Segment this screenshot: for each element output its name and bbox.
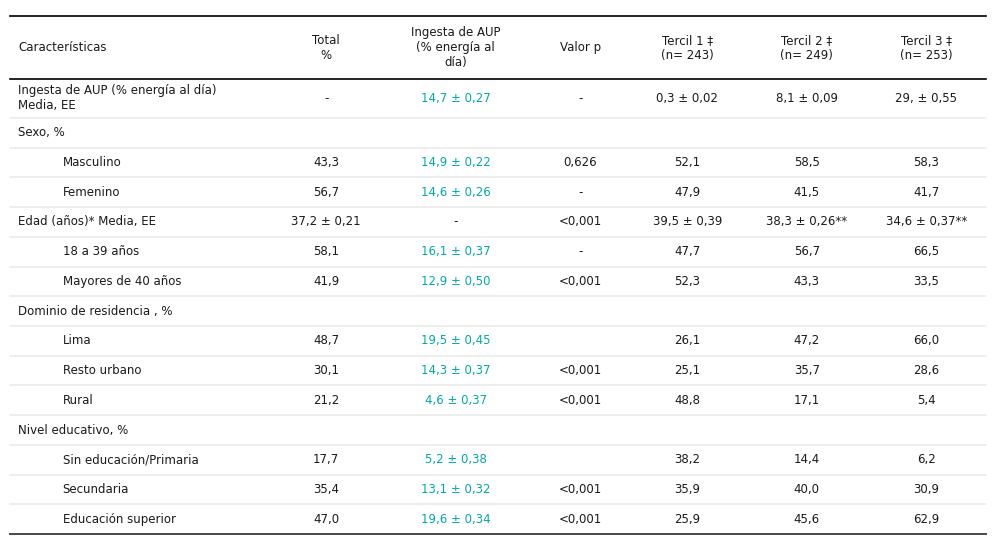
Text: 30,1: 30,1 <box>313 364 340 377</box>
Text: 41,7: 41,7 <box>913 186 939 199</box>
Text: 66,5: 66,5 <box>913 245 939 258</box>
Text: 56,7: 56,7 <box>313 186 340 199</box>
Text: Rural: Rural <box>63 394 94 407</box>
Text: 25,9: 25,9 <box>674 513 700 526</box>
Text: 41,5: 41,5 <box>794 186 820 199</box>
Text: 47,0: 47,0 <box>313 513 340 526</box>
Text: Total
%: Total % <box>313 34 340 62</box>
Text: 14,9 ± 0,22: 14,9 ± 0,22 <box>420 156 491 169</box>
Text: 12,9 ± 0,50: 12,9 ± 0,50 <box>421 275 490 288</box>
Text: 29, ± 0,55: 29, ± 0,55 <box>895 92 957 105</box>
Text: 38,2: 38,2 <box>674 453 700 467</box>
Text: 28,6: 28,6 <box>913 364 939 377</box>
Text: 56,7: 56,7 <box>794 245 820 258</box>
Text: 8,1 ± 0,09: 8,1 ± 0,09 <box>776 92 838 105</box>
Text: Lima: Lima <box>63 334 92 347</box>
Text: 14,3 ± 0,37: 14,3 ± 0,37 <box>421 364 490 377</box>
Text: 33,5: 33,5 <box>913 275 939 288</box>
Text: 25,1: 25,1 <box>674 364 700 377</box>
Text: 40,0: 40,0 <box>794 483 820 496</box>
Text: 37,2 ± 0,21: 37,2 ± 0,21 <box>292 215 361 228</box>
Text: 0,3 ± 0,02: 0,3 ± 0,02 <box>656 92 718 105</box>
Text: 6,2: 6,2 <box>917 453 935 467</box>
Text: 48,7: 48,7 <box>313 334 340 347</box>
Text: Ingesta de AUP (% energía al día)
Media, EE: Ingesta de AUP (% energía al día) Media,… <box>18 84 216 112</box>
Text: 4,6 ± 0,37: 4,6 ± 0,37 <box>424 394 487 407</box>
Text: 47,2: 47,2 <box>794 334 820 347</box>
Text: 34,6 ± 0,37**: 34,6 ± 0,37** <box>885 215 967 228</box>
Text: <0,001: <0,001 <box>559 364 602 377</box>
Text: 35,9: 35,9 <box>674 483 700 496</box>
Text: 19,5 ± 0,45: 19,5 ± 0,45 <box>421 334 490 347</box>
Text: Tercil 2 ‡
(n= 249): Tercil 2 ‡ (n= 249) <box>780 34 834 62</box>
Text: -: - <box>578 92 583 105</box>
Text: 38,3 ± 0,26**: 38,3 ± 0,26** <box>766 215 848 228</box>
Text: 16,1 ± 0,37: 16,1 ± 0,37 <box>421 245 490 258</box>
Text: 0,626: 0,626 <box>564 156 597 169</box>
Text: -: - <box>578 186 583 199</box>
Text: Educación superior: Educación superior <box>63 513 175 526</box>
Text: Tercil 1 ‡
(n= 243): Tercil 1 ‡ (n= 243) <box>661 34 713 62</box>
Text: 52,3: 52,3 <box>674 275 700 288</box>
Text: 14,6 ± 0,26: 14,6 ± 0,26 <box>420 186 491 199</box>
Text: -: - <box>578 245 583 258</box>
Text: <0,001: <0,001 <box>559 394 602 407</box>
Text: Valor p: Valor p <box>560 41 601 54</box>
Text: 14,7 ± 0,27: 14,7 ± 0,27 <box>420 92 491 105</box>
Text: Edad (años)* Media, EE: Edad (años)* Media, EE <box>18 215 156 228</box>
Text: Ingesta de AUP
(% energía al
día): Ingesta de AUP (% energía al día) <box>411 26 500 69</box>
Text: <0,001: <0,001 <box>559 215 602 228</box>
Text: 58,3: 58,3 <box>913 156 939 169</box>
Text: 5,2 ± 0,38: 5,2 ± 0,38 <box>424 453 487 467</box>
Text: Características: Características <box>18 41 107 54</box>
Text: 35,4: 35,4 <box>313 483 340 496</box>
Text: 41,9: 41,9 <box>313 275 340 288</box>
Text: 43,3: 43,3 <box>313 156 340 169</box>
Text: 17,1: 17,1 <box>794 394 820 407</box>
Text: 58,5: 58,5 <box>794 156 820 169</box>
Text: Resto urbano: Resto urbano <box>63 364 141 377</box>
Text: 13,1 ± 0,32: 13,1 ± 0,32 <box>421 483 490 496</box>
Text: 39,5 ± 0,39: 39,5 ± 0,39 <box>652 215 722 228</box>
Text: Tercil 3 ‡
(n= 253): Tercil 3 ‡ (n= 253) <box>900 34 952 62</box>
Text: 62,9: 62,9 <box>913 513 939 526</box>
Text: 43,3: 43,3 <box>794 275 820 288</box>
Text: 47,9: 47,9 <box>674 186 700 199</box>
Text: <0,001: <0,001 <box>559 275 602 288</box>
Text: 21,2: 21,2 <box>313 394 340 407</box>
Text: 5,4: 5,4 <box>917 394 935 407</box>
Text: 66,0: 66,0 <box>913 334 939 347</box>
Text: Sin educación/Primaria: Sin educación/Primaria <box>63 453 198 467</box>
Text: -: - <box>324 92 329 105</box>
Text: 47,7: 47,7 <box>674 245 700 258</box>
Text: 18 a 39 años: 18 a 39 años <box>63 245 139 258</box>
Text: 17,7: 17,7 <box>313 453 340 467</box>
Text: 19,6 ± 0,34: 19,6 ± 0,34 <box>421 513 490 526</box>
Text: Secundaria: Secundaria <box>63 483 129 496</box>
Text: 52,1: 52,1 <box>674 156 700 169</box>
Text: Nivel educativo, %: Nivel educativo, % <box>18 423 128 437</box>
Text: Femenino: Femenino <box>63 186 121 199</box>
Text: Masculino: Masculino <box>63 156 122 169</box>
Text: 30,9: 30,9 <box>913 483 939 496</box>
Text: <0,001: <0,001 <box>559 483 602 496</box>
Text: Mayores de 40 años: Mayores de 40 años <box>63 275 181 288</box>
Text: Dominio de residencia , %: Dominio de residencia , % <box>18 305 172 318</box>
Text: 45,6: 45,6 <box>794 513 820 526</box>
Text: 14,4: 14,4 <box>794 453 820 467</box>
Text: 58,1: 58,1 <box>313 245 340 258</box>
Text: 35,7: 35,7 <box>794 364 820 377</box>
Text: 26,1: 26,1 <box>674 334 700 347</box>
Text: Sexo, %: Sexo, % <box>18 126 65 139</box>
Text: <0,001: <0,001 <box>559 513 602 526</box>
Text: 48,8: 48,8 <box>674 394 700 407</box>
Text: -: - <box>453 215 458 228</box>
